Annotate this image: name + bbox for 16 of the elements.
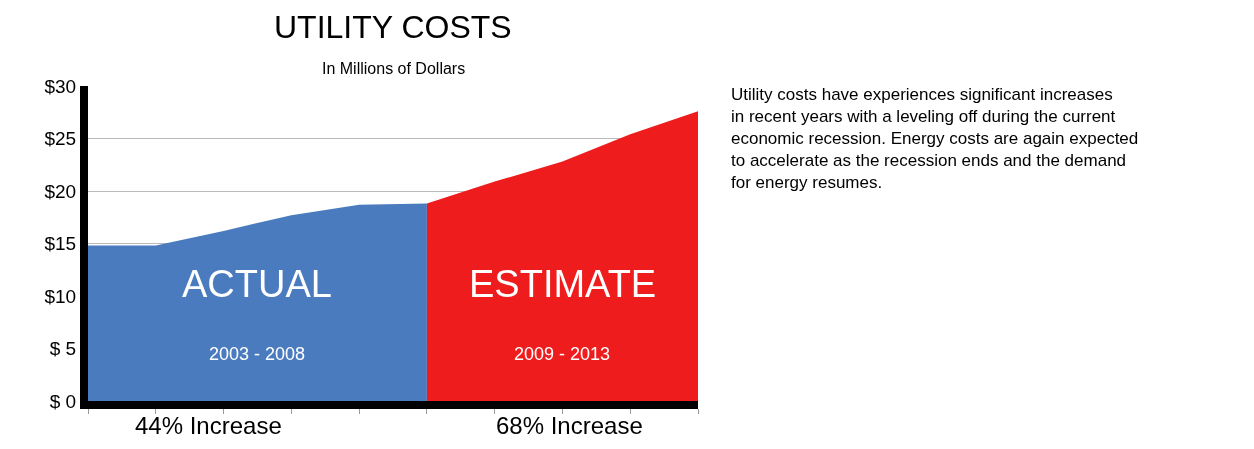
chart-subtitle: In Millions of Dollars xyxy=(322,60,466,77)
annotation: 2009 - 2013 xyxy=(514,344,611,364)
text: 68% Increase xyxy=(496,412,643,439)
annotation: 2003 - 2008 xyxy=(209,344,306,364)
chart-title: UTILITY COSTS xyxy=(274,9,512,45)
y-tick-label: $ 0 xyxy=(49,390,77,412)
series-label: ESTIMATE xyxy=(469,263,657,305)
y-tick-label: $10 xyxy=(44,285,77,307)
y-tick-label: $20 xyxy=(44,180,77,202)
y-tick-label: $25 xyxy=(44,128,77,150)
text: 44% Increase xyxy=(135,412,282,439)
y-tick-label: $ 5 xyxy=(49,338,77,360)
y-tick-label: $15 xyxy=(44,233,77,255)
y-tick-label: $30 xyxy=(44,75,77,97)
series-label: ACTUAL xyxy=(182,263,332,305)
text: Utility costs have experiences significant increases in recent years with a leveling off during the current economic recession. Energy costs are again expected to accelerate as the recession ends and the demand for energy resumes. xyxy=(731,85,1139,193)
